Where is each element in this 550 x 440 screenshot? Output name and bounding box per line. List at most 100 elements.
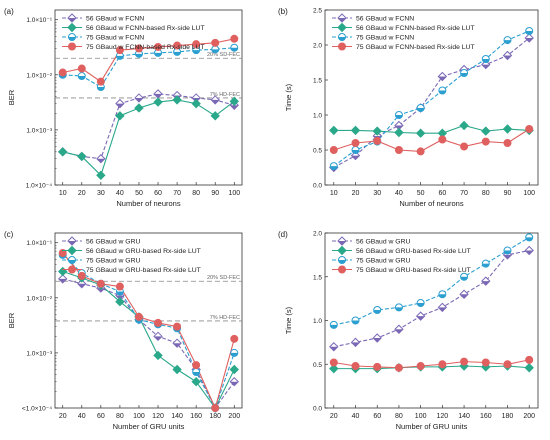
- data-point-fill: [395, 115, 403, 119]
- legend-marker-fill: [338, 18, 346, 22]
- data-point: [153, 89, 163, 99]
- data-point: [115, 98, 125, 109]
- y-axis-label: Time (s): [284, 83, 293, 111]
- x-tick-label: 10: [330, 190, 338, 197]
- data-point: [134, 103, 144, 113]
- data-point: [329, 146, 338, 154]
- data-point-shape: [153, 97, 163, 107]
- data-point-shape: [460, 357, 469, 366]
- data-point-shape: [502, 124, 513, 134]
- data-point: [192, 368, 201, 377]
- data-point: [77, 279, 87, 289]
- y-tick-label: 2.0: [313, 231, 322, 238]
- x-tick-label: 40: [395, 190, 403, 197]
- legend-marker-shape: [67, 22, 77, 33]
- data-point-fill: [525, 38, 534, 42]
- data-point: [438, 360, 447, 369]
- data-point: [481, 259, 490, 268]
- x-tick-label: 180: [209, 413, 221, 420]
- data-point-shape: [153, 350, 163, 361]
- data-point-shape: [394, 363, 403, 372]
- legend-marker: [68, 33, 76, 41]
- data-point: [438, 290, 447, 299]
- data-point-shape: [77, 64, 86, 73]
- panel-label: (c): [4, 230, 14, 239]
- data-point-shape: [173, 41, 182, 50]
- data-point: [77, 151, 87, 162]
- data-point: [502, 124, 513, 134]
- data-point-shape: [115, 111, 125, 121]
- data-point-shape: [372, 126, 382, 136]
- data-point: [460, 142, 469, 151]
- data-point-fill: [460, 276, 468, 281]
- legend: 56 GBaud w FCNN 56 GBaud w FCNN-based Rx-…: [332, 13, 475, 51]
- y-tick-label: 1.0×10⁻³: [26, 350, 52, 357]
- x-tick-label: 70: [460, 190, 468, 197]
- data-point-shape: [350, 125, 361, 136]
- x-tick-label: 40: [352, 413, 360, 420]
- data-point: [230, 34, 239, 43]
- data-point-shape: [134, 44, 143, 53]
- legend-label: 56 GBaud w GRU-based Rx-side LUT: [86, 248, 201, 255]
- series-line: [333, 128, 530, 152]
- data-point-fill: [96, 158, 105, 163]
- data-point-shape: [154, 42, 163, 51]
- data-point-fill: [394, 125, 403, 130]
- data-point: [415, 128, 426, 138]
- y-tick-label: 1.0: [313, 113, 322, 120]
- data-point-shape: [525, 125, 534, 133]
- data-point: [525, 27, 534, 35]
- y-tick-label: 0.0: [313, 183, 322, 190]
- data-point-fill: [482, 263, 490, 268]
- data-point-shape: [211, 404, 220, 412]
- x-tick-label: 30: [373, 190, 381, 197]
- threshold-label: 7% HD-FEC: [210, 315, 240, 321]
- legend-marker-shape: [338, 42, 346, 51]
- y-tick-label: 1.5: [313, 274, 322, 281]
- data-point-shape: [503, 139, 512, 147]
- legend-marker-shape: [337, 22, 347, 33]
- series-line: [333, 365, 530, 370]
- data-point: [416, 147, 425, 156]
- y-tick-label: 0.5: [313, 148, 322, 155]
- data-point: [394, 146, 403, 154]
- y-axis-label: BER: [7, 89, 16, 105]
- data-point-fill: [78, 76, 86, 80]
- data-point-fill: [351, 342, 360, 347]
- data-point: [503, 360, 512, 369]
- data-point-shape: [394, 127, 404, 138]
- data-point: [524, 363, 534, 373]
- data-point-fill: [352, 320, 360, 325]
- y-tick-label: 1.0×10⁻¹: [26, 17, 52, 24]
- data-point-fill: [438, 307, 447, 312]
- y-tick-label: 1.0×10⁻²: [26, 295, 52, 302]
- data-point-shape: [172, 95, 182, 105]
- data-point-fill: [230, 352, 238, 357]
- panel-b: (b) 10 20 30 40 50 60 70 80 90 100 0.0 0.5 1.0 1.5 2.0 2…: [278, 7, 539, 208]
- data-point: [438, 135, 447, 144]
- data-point: [58, 147, 68, 157]
- x-tick-label: 160: [480, 413, 492, 420]
- x-tick-label: 120: [437, 413, 449, 420]
- data-point-fill: [58, 278, 67, 283]
- y-tick-label: 1.0×10⁻³: [26, 127, 52, 134]
- data-point-fill: [503, 55, 512, 60]
- data-point-shape: [416, 147, 425, 156]
- data-point-shape: [329, 146, 338, 154]
- data-point-shape: [481, 358, 490, 367]
- data-point: [329, 342, 339, 352]
- legend-marker-fill: [68, 37, 76, 41]
- panel-label: (b): [278, 7, 288, 16]
- legend-label: 56 GBaud w FCNN: [86, 16, 144, 23]
- data-point-shape: [394, 146, 403, 154]
- data-point-fill: [417, 108, 425, 112]
- data-point-shape: [525, 355, 534, 364]
- data-point: [350, 337, 361, 348]
- legend-marker: [67, 22, 77, 33]
- x-tick-label: 80: [482, 190, 490, 197]
- data-point-shape: [524, 363, 534, 373]
- data-point-shape: [96, 170, 106, 181]
- data-point: [416, 299, 425, 307]
- data-point: [394, 363, 403, 372]
